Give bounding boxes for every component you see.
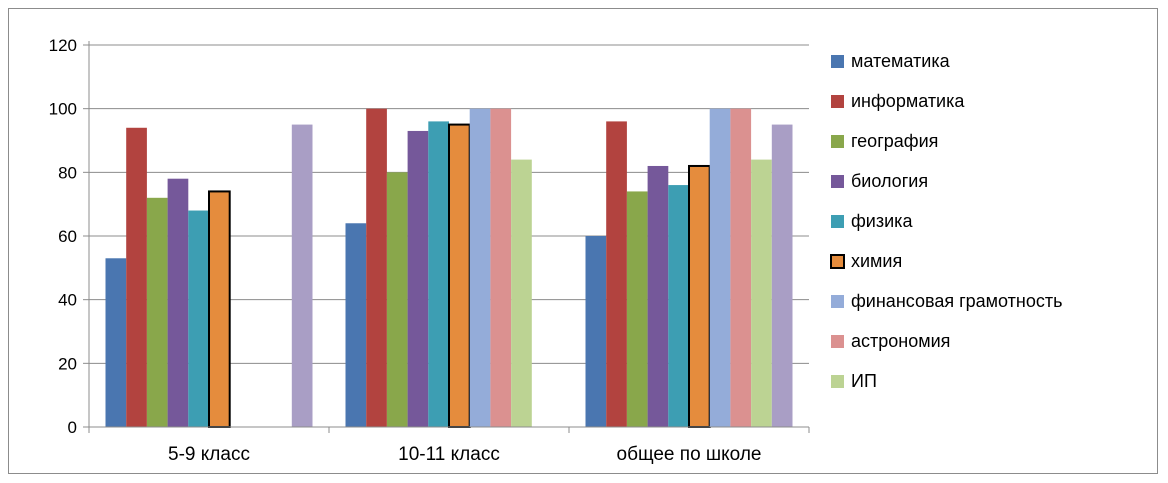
- bar: [167, 178, 189, 427]
- bars: [105, 108, 793, 429]
- bar: [188, 210, 209, 427]
- bar: [606, 121, 627, 428]
- legend-swatch: [831, 55, 844, 68]
- legend-label: финансовая грамотность: [851, 291, 1062, 311]
- bar: [751, 159, 772, 427]
- legend-label: география: [851, 131, 938, 151]
- legend-label: астрономия: [851, 331, 950, 351]
- bar: [146, 197, 168, 427]
- legend-swatch: [831, 135, 844, 148]
- x-tick-label: 10-11 класс: [398, 444, 500, 465]
- bar: [105, 258, 127, 427]
- y-tick-label: 40: [58, 291, 77, 310]
- legend: математика информатика география биология фи…: [830, 51, 1062, 391]
- y-tick-label: 60: [58, 227, 77, 246]
- bar: [771, 124, 793, 427]
- legend-swatch: [831, 95, 844, 108]
- x-tick-label: общее по школе: [617, 444, 762, 465]
- bar-chart: 0 20 40 60 80 100 120 5-9 класс 10-11 класс обще…: [49, 36, 1063, 465]
- bar: [730, 108, 752, 428]
- bar: [407, 130, 429, 427]
- y-tick-label: 0: [68, 418, 77, 437]
- y-axis: 0 20 40 60 80 100 120: [49, 36, 90, 437]
- legend-swatch: [830, 254, 845, 269]
- legend-swatch: [831, 215, 844, 228]
- legend-label: физика: [851, 211, 913, 231]
- bar: [647, 165, 669, 427]
- legend-label: химия: [851, 251, 902, 271]
- y-tick-label: 120: [49, 36, 77, 55]
- legend-label: биология: [851, 171, 928, 191]
- bar: [386, 172, 408, 427]
- legend-label: ИП: [851, 371, 877, 391]
- bar: [626, 191, 648, 427]
- bar: [448, 123, 471, 429]
- bar: [345, 223, 367, 427]
- bar: [126, 127, 147, 428]
- x-tick-label: 5-9 класс: [168, 444, 250, 465]
- legend-swatch: [831, 175, 844, 188]
- bar: [208, 190, 231, 428]
- legend-label: математика: [851, 51, 951, 71]
- y-tick-label: 20: [58, 354, 77, 373]
- bar: [366, 108, 387, 428]
- bar: [585, 236, 607, 427]
- chart-frame: 0 20 40 60 80 100 120 5-9 класс 10-11 класс обще…: [8, 8, 1158, 474]
- legend-swatch: [831, 295, 844, 308]
- bar: [668, 185, 689, 427]
- legend-swatch: [831, 335, 844, 348]
- bar: [291, 124, 313, 427]
- legend-label: информатика: [851, 91, 965, 111]
- bar: [511, 159, 532, 427]
- bar: [709, 108, 731, 428]
- y-tick-label: 80: [58, 163, 77, 182]
- x-axis: 5-9 класс 10-11 класс общее по школе: [88, 426, 810, 465]
- bar: [490, 108, 512, 428]
- y-tick-label: 100: [49, 100, 77, 119]
- bar: [469, 108, 491, 428]
- bar: [688, 164, 711, 428]
- bar: [428, 121, 449, 428]
- legend-swatch: [831, 375, 844, 388]
